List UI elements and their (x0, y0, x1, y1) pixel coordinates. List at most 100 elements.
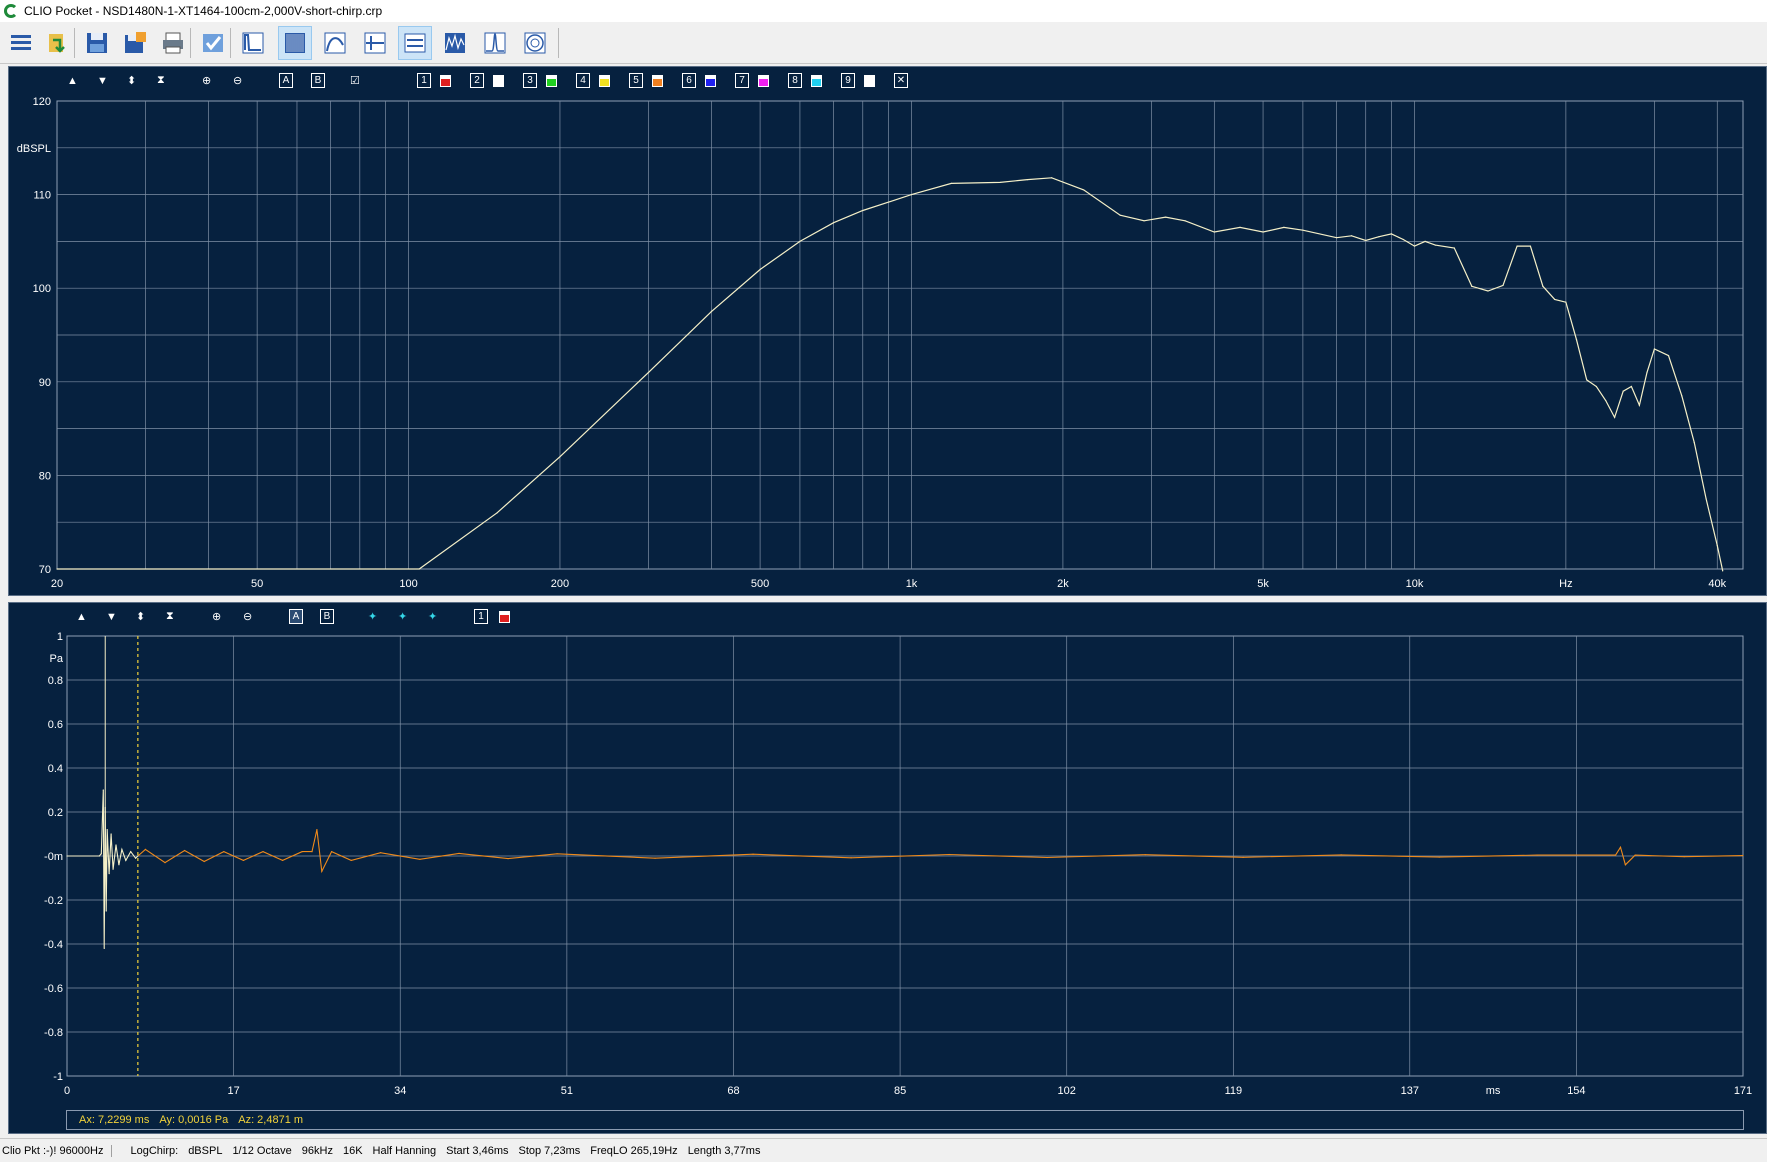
cursor-az: Az: 2,4871 m (238, 1114, 304, 1126)
waterfall-button[interactable] (438, 26, 472, 60)
marker-left-icon[interactable]: ✦ (368, 611, 378, 623)
zoom-in-icon[interactable]: ⊕ (212, 611, 222, 623)
impulse-data-point (115, 844, 117, 846)
impulse-data-point (102, 789, 104, 791)
y-tick-label: 70 (39, 564, 51, 576)
expand-scale-icon[interactable]: ⬍ (136, 611, 146, 623)
zoom-out-icon[interactable]: ⊖ (243, 611, 253, 623)
print-button[interactable] (156, 26, 190, 60)
overlay-8-color-swatch[interactable] (811, 75, 822, 87)
frequency-data-point (1516, 245, 1518, 247)
y-tick-label: -0.6 (44, 983, 63, 995)
overlay-1-color-swatch[interactable] (440, 75, 451, 87)
overlay-5-color-swatch[interactable] (652, 75, 663, 87)
compress-scale-icon[interactable]: ⧗ (166, 610, 174, 622)
overlay-7-button[interactable]: 7 (735, 73, 749, 88)
clio-logo-icon (4, 4, 18, 18)
frequency-response-chart[interactable]: 70 80 90 100 110 120 dBSPL 20 50 100 200 500 1k 2k 5k 1… (9, 67, 1766, 597)
zoom-in-icon[interactable]: ⊕ (202, 75, 212, 87)
overlay-8-button[interactable]: 8 (788, 73, 802, 88)
close-overlays-button[interactable]: ✕ (894, 73, 908, 88)
impulse-data-point (331, 851, 333, 853)
save-as-button[interactable] (118, 26, 152, 60)
x-tick-label: 2k (1057, 578, 1069, 590)
overlay-3-color-swatch[interactable] (546, 75, 557, 87)
overlay-5-button[interactable]: 5 (629, 73, 643, 88)
x-tick-label: 34 (394, 1085, 406, 1097)
scale-down-icon[interactable]: ▼ (97, 74, 108, 87)
x-tick-label: 100 (399, 578, 417, 590)
zoom-out-icon[interactable]: ⊖ (233, 75, 243, 87)
frequency-data-point (1542, 285, 1544, 287)
overlay-2-button[interactable]: 2 (470, 73, 484, 88)
frequency-data-point (496, 512, 498, 514)
impulse-analysis-button[interactable] (236, 26, 270, 60)
expand-scale-icon[interactable]: ⬍ (127, 75, 137, 87)
cursor-a-button[interactable]: A (289, 609, 303, 624)
y-tick-label: -0m (44, 851, 63, 863)
scale-up-icon[interactable]: ▲ (67, 74, 78, 87)
impulse-data-point (316, 829, 318, 831)
checkbox-icon[interactable]: ☑ (350, 75, 360, 87)
impulse-data-point (125, 859, 127, 861)
save-button[interactable] (80, 26, 114, 60)
overlay-1-color-swatch[interactable] (499, 611, 510, 623)
frequency-data-point (1213, 231, 1215, 233)
overlay-1-button[interactable]: 1 (474, 609, 488, 624)
overlay-2-color-swatch[interactable] (493, 75, 504, 87)
status-item: LogChirp: (130, 1144, 179, 1157)
frequency-data-point (1164, 216, 1167, 218)
frequency-analysis-button[interactable] (278, 26, 312, 60)
scale-up-icon[interactable]: ▲ (76, 610, 87, 623)
impulse-response-chart[interactable]: 0 17 34 51 68 85 102 119 137 154 171 ms 1 0.8 0.6 0.4 0.… (9, 603, 1766, 1103)
marker-right-icon[interactable]: ✦ (428, 611, 438, 623)
curve-button[interactable] (318, 26, 352, 60)
y-tick-label: -0.4 (44, 939, 63, 951)
x-tick-label: 171 (1734, 1085, 1752, 1097)
multimeter-button[interactable] (398, 26, 432, 60)
y-tick-label: 1 (57, 631, 63, 643)
polar-button[interactable] (518, 26, 552, 60)
impulse-data-point (1614, 854, 1617, 856)
overlay-6-color-swatch[interactable] (705, 75, 716, 87)
marker-center-icon[interactable]: ✦ (398, 611, 408, 623)
filter-button[interactable] (478, 26, 512, 60)
cursor-b-button[interactable]: B (311, 73, 325, 88)
overlay-3-button[interactable]: 3 (523, 73, 537, 88)
y-tick-label: 0.6 (48, 719, 63, 731)
frequency-data-point (1083, 189, 1085, 191)
impulse-data-point (850, 857, 852, 859)
status-item: Start 3,46ms (446, 1144, 509, 1157)
frequency-data-point (1638, 404, 1640, 406)
impulse-data-point (66, 855, 68, 857)
overlay-9-button[interactable]: 9 (841, 73, 855, 88)
impulse-data-point (321, 870, 323, 872)
overlay-1-button[interactable]: 1 (417, 73, 431, 88)
status-item: 1/12 Octave (232, 1144, 292, 1157)
compress-scale-icon[interactable]: ⧗ (157, 74, 165, 86)
impulse-data-point (1634, 854, 1636, 856)
overlay-9-color-swatch[interactable] (864, 75, 875, 87)
checklist-button[interactable] (196, 26, 230, 60)
frequency-data-point (559, 456, 561, 458)
menu-button[interactable] (4, 26, 38, 60)
y-unit-label: Pa (50, 653, 64, 665)
x-tick-label: 85 (894, 1085, 906, 1097)
cursor-a-button[interactable]: A (279, 73, 293, 88)
overlay-6-button[interactable]: 6 (682, 73, 696, 88)
toolbar-separator (230, 28, 231, 58)
impulse-data-point (100, 853, 102, 855)
level-meter-button[interactable] (358, 26, 392, 60)
status-item: Half Hanning (372, 1144, 437, 1157)
open-file-button[interactable] (40, 26, 74, 60)
overlay-4-button[interactable]: 4 (576, 73, 590, 88)
frequency-data-point (1630, 385, 1633, 388)
cursor-b-button[interactable]: B (320, 609, 334, 624)
scale-down-icon[interactable]: ▼ (106, 610, 117, 623)
impulse-data-point (103, 947, 105, 949)
frequency-data-point (1595, 385, 1597, 388)
overlay-7-color-swatch[interactable] (758, 75, 769, 87)
frequency-data-point (950, 182, 952, 184)
waterfall-icon (445, 33, 465, 53)
overlay-4-color-swatch[interactable] (599, 75, 610, 87)
